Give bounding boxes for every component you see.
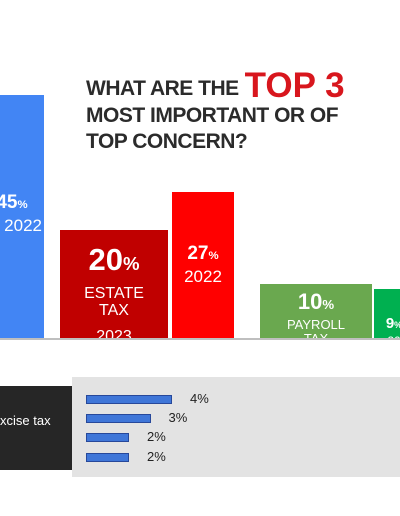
mini-bar-3 bbox=[86, 453, 129, 462]
bar-3-category-label: PAYROLL TAX bbox=[260, 318, 372, 345]
bar-3-value-label: 10% bbox=[260, 290, 372, 313]
mini-bar-1-value-label: 3% bbox=[168, 410, 188, 425]
bar-0-value: 45 bbox=[0, 192, 18, 213]
bar-0: 45% 2022 bbox=[0, 95, 44, 338]
bar-2-value-label: 27% bbox=[172, 244, 234, 264]
mini-bar-panel bbox=[72, 377, 400, 477]
bar-1-category-label: ESTATE TAX bbox=[60, 285, 168, 320]
bar-3-category-label-line: PAYROLL bbox=[286, 317, 346, 332]
bar-1: 20% ESTATE TAX 2023 bbox=[60, 230, 168, 345]
bar-0-percent-sign: % bbox=[17, 199, 28, 211]
bar-1-category-label-line: ESTATE bbox=[84, 285, 144, 302]
bar-2-value: 27 bbox=[187, 243, 209, 265]
bar-1-value: 20 bbox=[88, 242, 123, 277]
mini-bar-0 bbox=[86, 395, 172, 404]
bar-3-value: 10 bbox=[297, 289, 323, 314]
bar-0-year-label: 2022 bbox=[4, 216, 42, 235]
bar-4-value-label: 9% bbox=[374, 316, 400, 332]
bar-3-percent-sign: % bbox=[322, 297, 335, 312]
bar-1-value-label: 20% bbox=[60, 242, 168, 277]
mini-bar-2-value-label: 2% bbox=[147, 429, 166, 444]
mini-bar-0-value-label: 4% bbox=[190, 391, 209, 406]
bar-1-category-label-line: TAX bbox=[99, 301, 129, 319]
bar-3: 10% PAYROLL TAX 2023 bbox=[260, 284, 372, 367]
title-prefix: WHAT ARE THE bbox=[86, 77, 239, 100]
bar-2-percent-sign: % bbox=[208, 250, 219, 263]
chart-title-line-2: MOST IMPORTANT OR OF bbox=[86, 104, 339, 127]
bar-3-year-label: 2023 bbox=[301, 353, 331, 368]
bar-4-value: 9 bbox=[385, 315, 395, 333]
bar-1-percent-sign: % bbox=[122, 253, 140, 274]
mini-bar-3-value-label: 2% bbox=[147, 449, 166, 464]
chart-title-line-1: WHAT ARE THE TOP 3 bbox=[86, 64, 345, 105]
category-label: xcise tax bbox=[0, 413, 51, 428]
title-highlight: TOP 3 bbox=[244, 66, 345, 105]
category-panel: xcise tax bbox=[0, 386, 72, 470]
mini-bar-1 bbox=[86, 414, 151, 423]
bar-4: 9%20 bbox=[374, 289, 400, 347]
bar-2-year-label: 2022 bbox=[184, 267, 222, 287]
bar-4-percent-sign: % bbox=[394, 320, 400, 330]
mini-bar-2 bbox=[86, 433, 129, 442]
chart-baseline bbox=[0, 338, 400, 340]
chart-title-line-3: TOP CONCERN? bbox=[86, 130, 248, 153]
bar-2: 27% 2022 bbox=[172, 192, 234, 338]
bar-0-value-label: 45% bbox=[0, 193, 44, 213]
bar-1-year-label: 2023 bbox=[96, 328, 132, 345]
